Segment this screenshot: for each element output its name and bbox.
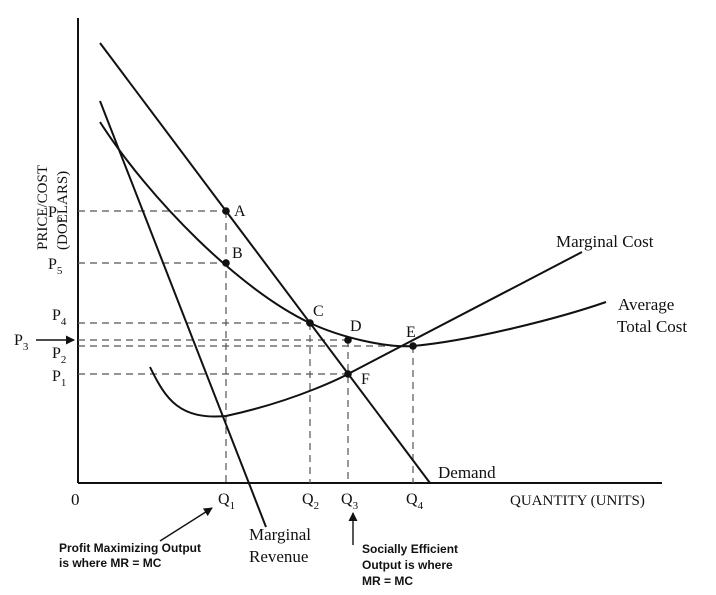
marginal-cost-curve (149, 251, 583, 418)
marginal-revenue-label-line2: Revenue (249, 547, 308, 566)
price-label-p3: P3 (14, 332, 29, 353)
price-label-p4: P4 (52, 307, 67, 328)
demand-label: Demand (438, 463, 496, 482)
point-f (344, 370, 352, 378)
point-label-a: A (234, 203, 246, 220)
average-total-cost-curve (99, 121, 607, 348)
profit-annotation-arrow (159, 507, 213, 542)
marginal-revenue-label-line1: Marginal (249, 525, 311, 544)
point-c (306, 319, 314, 327)
point-b (222, 259, 230, 267)
marginal-cost-label: Marginal Cost (556, 232, 654, 251)
profit-annotation-line2: is where MR = MC (59, 556, 162, 570)
guide-lines (78, 210, 414, 483)
point-label-c: C (313, 303, 324, 320)
demand-curve (99, 42, 431, 484)
point-label-b: B (232, 245, 243, 262)
x-axis-label: QUANTITY (UNITS) (510, 493, 645, 509)
point-a (222, 207, 230, 215)
point-e (409, 342, 417, 350)
quantity-label-q2: Q2 (302, 491, 319, 512)
y-axis-label-line2: (DOLLARS) (55, 171, 71, 250)
quantity-label-q1: Q1 (218, 491, 235, 512)
point-d (344, 336, 352, 344)
point-label-f: F (361, 371, 370, 388)
marginal-revenue-curve (99, 100, 267, 528)
quantity-label-q3: Q3 (341, 491, 359, 512)
origin-label: 0 (71, 490, 80, 509)
price-label-p6: P6 (48, 204, 63, 225)
quantity-label-q4: Q4 (406, 491, 424, 512)
curve-points (222, 207, 417, 378)
profit-annotation-line1: Profit Maximizing Output (59, 541, 201, 555)
point-label-d: D (350, 318, 362, 335)
social-annotation-line2: Output is where (362, 558, 453, 572)
average-total-cost-label-line1: Average (618, 295, 674, 314)
price-label-p5: P5 (48, 256, 63, 277)
social-annotation-line3: MR = MC (362, 574, 413, 588)
price-label-p1: P1 (52, 368, 66, 389)
y-axis-label-line1: PRICE/COST (35, 165, 51, 250)
average-total-cost-label-line2: Total Cost (617, 317, 687, 336)
price-label-p2: P2 (52, 345, 66, 366)
point-label-e: E (406, 324, 416, 341)
social-annotation-line1: Socially Efficient (362, 542, 458, 556)
